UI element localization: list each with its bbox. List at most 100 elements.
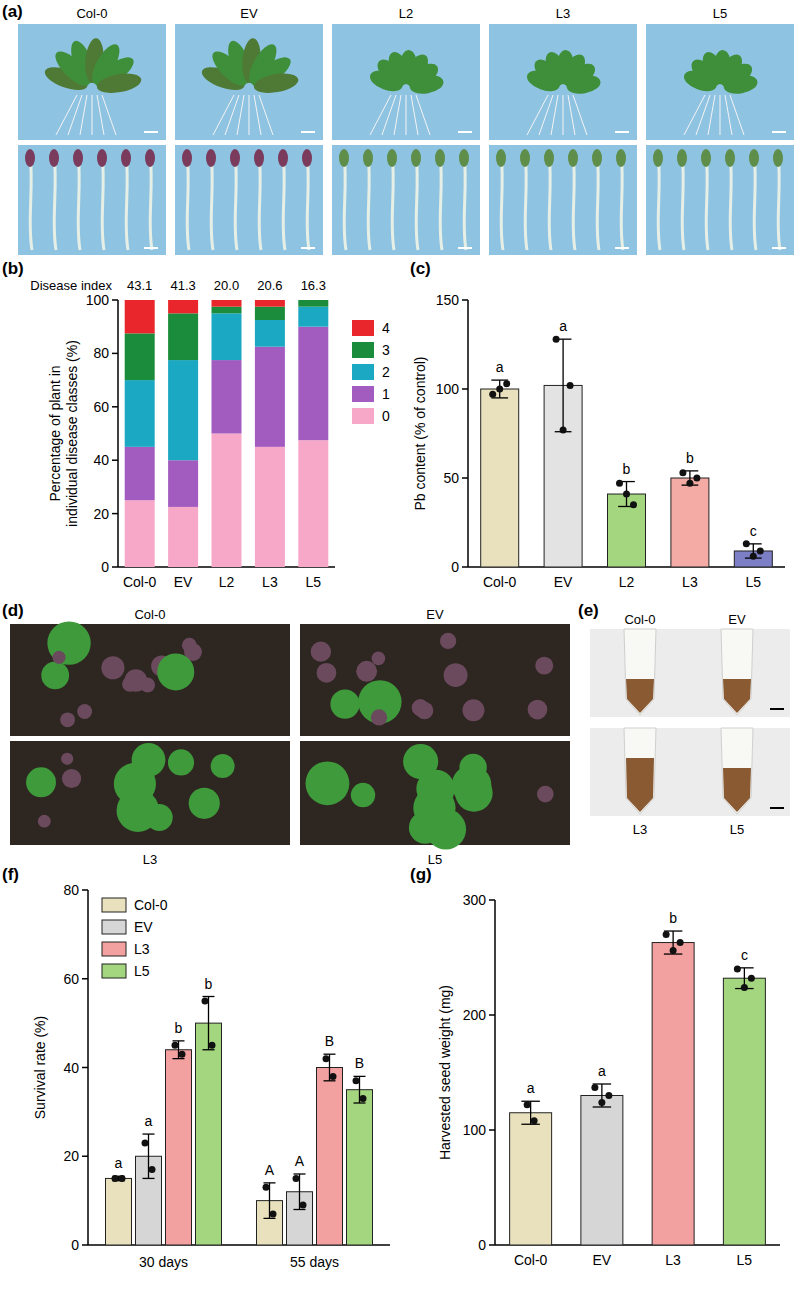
panel-label: (d) (2, 601, 24, 620)
bar (671, 478, 709, 567)
y-tick (489, 899, 495, 901)
plant (306, 761, 350, 805)
root (708, 95, 715, 135)
error-line (148, 1134, 149, 1178)
legend-swatch (352, 342, 374, 358)
shoot (363, 149, 373, 167)
error-bar (521, 1101, 539, 1124)
plant (371, 709, 387, 725)
root (56, 95, 77, 135)
error-cap (354, 1102, 366, 1103)
y-tick (112, 566, 118, 568)
photo-label: EV (240, 6, 258, 21)
panel-label: (f) (2, 865, 19, 884)
y-tick-label: 80 (63, 882, 79, 898)
plant (38, 815, 51, 828)
scale-bar (144, 131, 158, 133)
x-tick-label: Col-0 (123, 574, 157, 590)
bar (723, 978, 765, 1245)
data-point (741, 984, 748, 991)
bar-segment (168, 360, 198, 460)
plant (122, 676, 137, 691)
data-point (591, 1084, 598, 1091)
photo-bg (489, 145, 637, 255)
legend-swatch (352, 364, 374, 380)
tube (624, 629, 656, 715)
data-point (679, 469, 686, 476)
plant (311, 641, 331, 661)
bar (196, 1023, 222, 1245)
shoot (387, 149, 397, 167)
y-tick (489, 1129, 495, 1131)
photo-label: Col-0 (134, 607, 165, 622)
legend-swatch (352, 408, 374, 424)
legend-label: EV (134, 919, 153, 935)
photo (300, 741, 570, 850)
plant (52, 651, 65, 664)
seeds (723, 768, 751, 812)
x-tick-label: L2 (219, 574, 235, 590)
y-tick (489, 1014, 495, 1016)
data-point (616, 480, 623, 487)
photo (18, 145, 166, 255)
y-tick-label: 40 (63, 1060, 79, 1076)
shoot (49, 149, 59, 167)
plant (60, 712, 75, 727)
error-line (208, 997, 209, 1050)
data-point (489, 391, 496, 398)
plant (330, 689, 359, 718)
shoot (653, 149, 663, 167)
leaf (565, 73, 602, 97)
plant (444, 663, 468, 687)
bar-segment (168, 507, 198, 567)
data-point (743, 540, 750, 547)
bar-segment (298, 300, 328, 307)
data-point (172, 1042, 179, 1049)
significance-letter: a (527, 1080, 535, 1096)
error-bar (324, 1054, 336, 1081)
shoot (302, 149, 312, 167)
x-tick-label: EV (593, 1252, 612, 1268)
plant (47, 621, 90, 664)
x-tick-label: 55 days (290, 1254, 339, 1270)
bar-segment (298, 307, 328, 327)
y-tick (462, 299, 468, 301)
shoot (73, 149, 83, 167)
disease-index-value: 20.0 (214, 278, 239, 293)
plant (41, 662, 69, 690)
photo-label: EV (426, 607, 444, 622)
panel-label: (a) (2, 2, 23, 21)
legend-swatch (352, 320, 374, 336)
panel-label: (e) (578, 601, 599, 620)
root (394, 95, 401, 135)
photo (489, 145, 637, 255)
data-point (605, 1092, 612, 1099)
shoot (701, 149, 711, 167)
error-cap (173, 1058, 185, 1059)
y-tick-label: 100 (463, 1122, 487, 1138)
error-cap (264, 1218, 276, 1219)
plant (211, 754, 235, 778)
bar-segment (255, 320, 285, 347)
shoot (278, 149, 288, 167)
photo (18, 24, 166, 140)
photo-bg (590, 629, 790, 717)
seeds (723, 679, 751, 713)
photo-bg (300, 624, 570, 736)
data-point (293, 1175, 300, 1182)
photo (300, 624, 570, 736)
y-axis-label: Harvested seed weight (mg) (437, 985, 453, 1160)
plant (416, 702, 434, 720)
legend-label: L3 (134, 941, 150, 957)
y-tick (489, 1244, 495, 1246)
root (563, 95, 564, 135)
root (382, 95, 396, 135)
photo-bg (332, 24, 480, 140)
panel-label: (g) (410, 865, 432, 884)
y-tick (462, 477, 468, 479)
bar (317, 1068, 343, 1246)
seeds (626, 758, 654, 812)
scale-bar (458, 131, 472, 133)
plant (440, 633, 456, 649)
photo (590, 629, 790, 717)
